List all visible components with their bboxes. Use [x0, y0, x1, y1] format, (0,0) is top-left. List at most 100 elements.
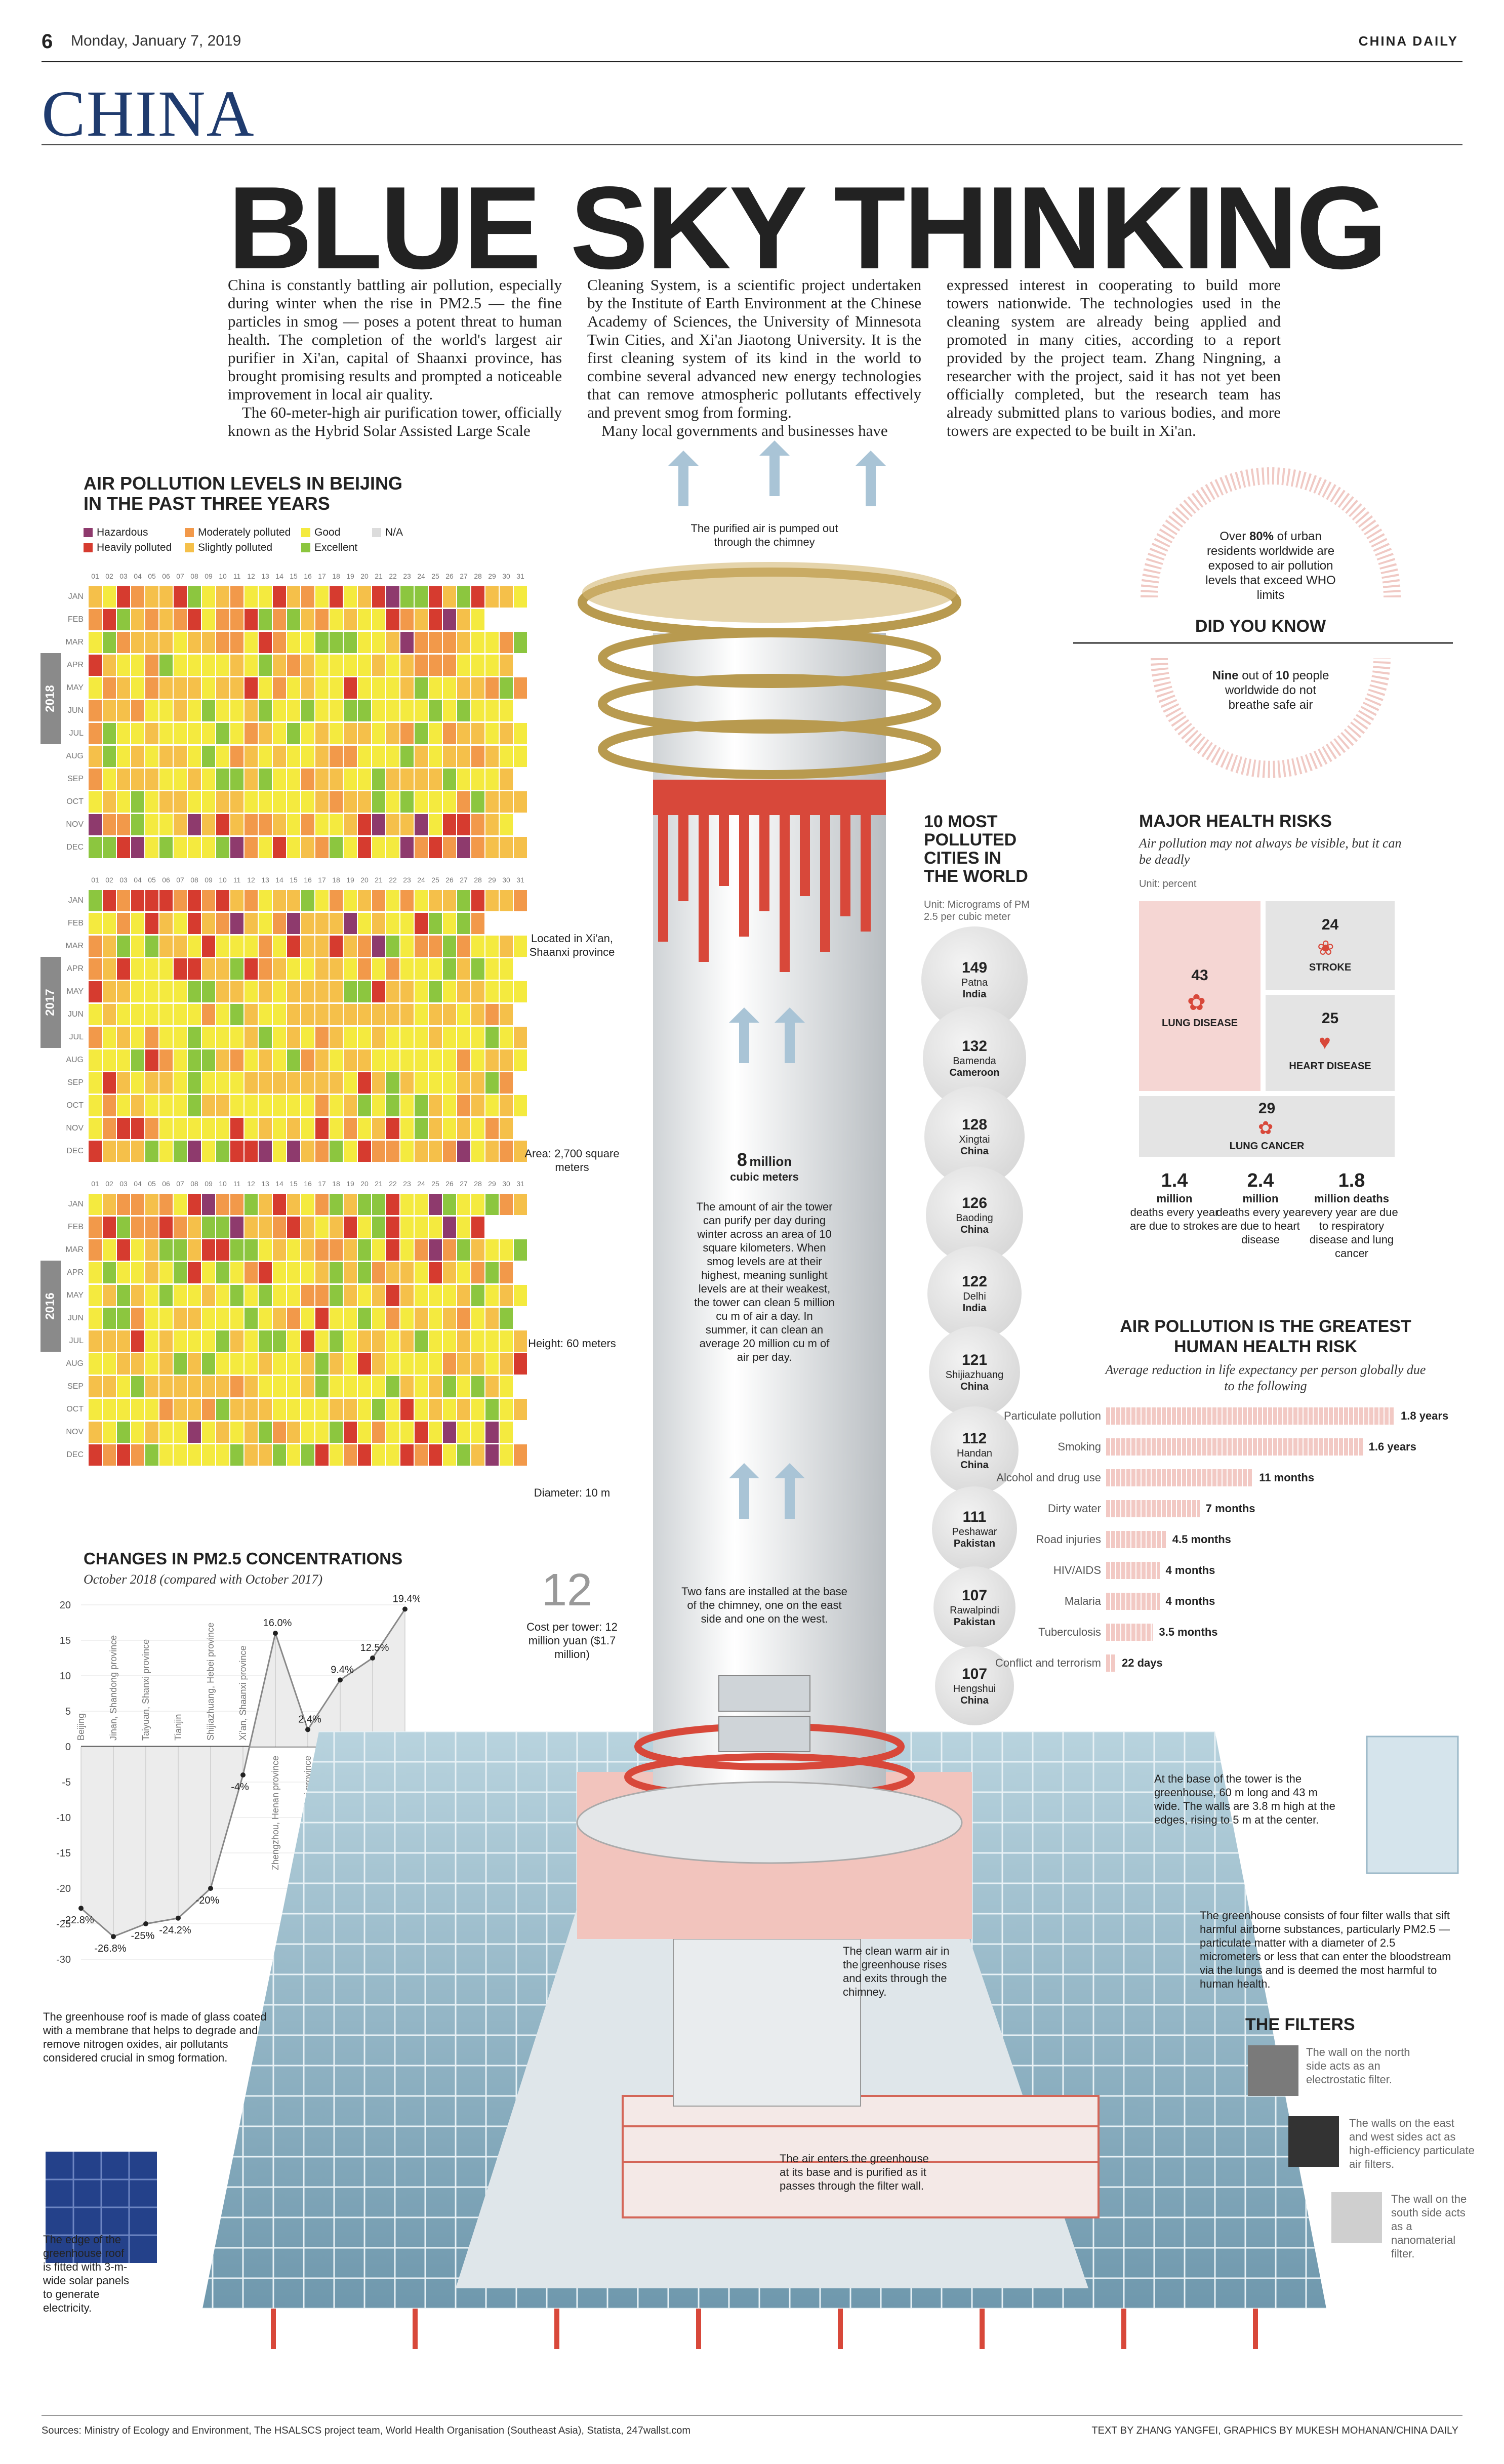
heatmap-cell	[358, 913, 371, 934]
heatmap-cell	[344, 958, 357, 980]
heatmap-cell	[89, 913, 102, 934]
heatmap-cell	[230, 890, 243, 911]
heatmap-cell	[344, 936, 357, 957]
heatmap-cell	[429, 814, 442, 835]
heatmap-cell	[273, 913, 286, 934]
heatmap-cell	[400, 1004, 414, 1025]
cities-title-line: CITIES IN	[924, 849, 1002, 868]
health-risks-title: MAJOR HEALTH RISKS	[1139, 812, 1332, 831]
heatmap-cell	[230, 814, 243, 835]
le-value-label: 7 months	[1205, 1502, 1255, 1515]
heatmap-cell	[259, 936, 272, 957]
heatmap-cell	[358, 632, 371, 653]
dyk-bottom-text: Nine out of 10 people worldwide do not b…	[1205, 668, 1336, 712]
month-label: JAN	[68, 896, 84, 905]
day-label: 31	[516, 572, 524, 580]
heatmap-cell	[216, 655, 229, 676]
legend-item: Hazardous	[84, 527, 148, 539]
heatmap-cell	[174, 769, 187, 790]
le-category-label: Alcohol and drug use	[996, 1471, 1101, 1484]
heatmap-cell	[443, 700, 456, 721]
heatmap-cell	[400, 791, 414, 813]
heatmap-cell	[145, 769, 158, 790]
heatmap-cell	[131, 769, 144, 790]
heatmap-cell	[159, 981, 173, 1002]
heatmap-cell	[230, 791, 243, 813]
heatmap-cell	[230, 981, 243, 1002]
heatmap-cell	[443, 655, 456, 676]
heatmap-cell	[202, 890, 215, 911]
heatmap-cell	[344, 890, 357, 911]
heatmap-cell	[230, 655, 243, 676]
heatmap-cell	[330, 609, 343, 630]
heatmap-cell	[400, 981, 414, 1002]
heatmap-cell	[485, 700, 499, 721]
le-category-label: Dirty water	[1047, 1502, 1101, 1515]
heatmap-cell	[485, 677, 499, 699]
heatmap-cell	[457, 981, 470, 1002]
heatmap-cell	[471, 814, 484, 835]
heatmap-cell	[429, 655, 442, 676]
heatmap-cell	[386, 723, 399, 744]
heatmap-cell	[245, 1004, 258, 1025]
heatmap-cell	[216, 586, 229, 608]
heatmap-cell	[145, 1004, 158, 1025]
heatmap-cell	[330, 677, 343, 699]
heatmap-cell	[216, 723, 229, 744]
heatmap-cell	[216, 837, 229, 858]
heatmap-cell	[443, 936, 456, 957]
heatmap-cell	[245, 791, 258, 813]
heatmap-cell	[471, 958, 484, 980]
heatmap-cell	[429, 632, 442, 653]
heatmap-cell	[372, 655, 385, 676]
heatmap-cell	[315, 936, 329, 957]
heatmap-cell	[273, 936, 286, 957]
heatmap-cell	[358, 936, 371, 957]
warm-air-note: The clean warm air in the greenhouse ris…	[843, 1945, 950, 1998]
heatmap-cell	[216, 958, 229, 980]
heatmap-cell	[117, 746, 130, 767]
heatmap-cell	[400, 814, 414, 835]
day-label: 11	[233, 572, 241, 580]
heatmap-cell	[485, 913, 499, 934]
fan-west	[718, 1716, 810, 1752]
heatmap-cell	[259, 677, 272, 699]
month-label: NOV	[66, 820, 84, 829]
heatmap-cell	[457, 723, 470, 744]
heatmap-cell	[103, 936, 116, 957]
heatmap-cell	[471, 746, 484, 767]
calendar-title-line: IN THE PAST THREE YEARS	[84, 493, 330, 514]
heatmap-cell	[159, 890, 173, 911]
heatmap-cell	[415, 791, 428, 813]
heatmap-cell	[287, 655, 300, 676]
heatmap-cell	[485, 890, 499, 911]
heatmap-cell	[174, 1004, 187, 1025]
month-label: JUN	[67, 706, 84, 715]
heatmap-cell	[400, 769, 414, 790]
day-label: 25	[431, 572, 439, 580]
filter-walls-note: The greenhouse consists of four filter w…	[1200, 1909, 1451, 1990]
heatmap-cell	[301, 1004, 314, 1025]
heatmap-cell	[117, 958, 130, 980]
roof-note: The greenhouse roof is made of glass coa…	[43, 2010, 267, 2064]
heatmap-cell	[245, 677, 258, 699]
heatmap-cell	[485, 958, 499, 980]
deaths-heart: 2.4 million deaths every year are due to…	[1210, 1169, 1311, 1246]
month-label: MAR	[65, 942, 84, 950]
heatmap-cell	[174, 655, 187, 676]
heatmap-cell	[358, 814, 371, 835]
heatmap-cell	[273, 814, 286, 835]
city-country: India	[962, 1303, 987, 1314]
city-value: 122	[961, 1273, 988, 1290]
day-label: 05	[148, 572, 156, 580]
heatmap-cell	[514, 769, 527, 790]
heatmap-cell	[131, 791, 144, 813]
heatmap-cell	[188, 981, 201, 1002]
heatmap-cell	[188, 958, 201, 980]
city-value: 128	[961, 1116, 988, 1133]
heatmap-cell	[188, 1004, 201, 1025]
heatmap-cell	[344, 981, 357, 1002]
heatmap-cell	[103, 723, 116, 744]
deaths-text: deaths every year are due to strokes	[1129, 1206, 1220, 1232]
heatmap-cell	[330, 1004, 343, 1025]
